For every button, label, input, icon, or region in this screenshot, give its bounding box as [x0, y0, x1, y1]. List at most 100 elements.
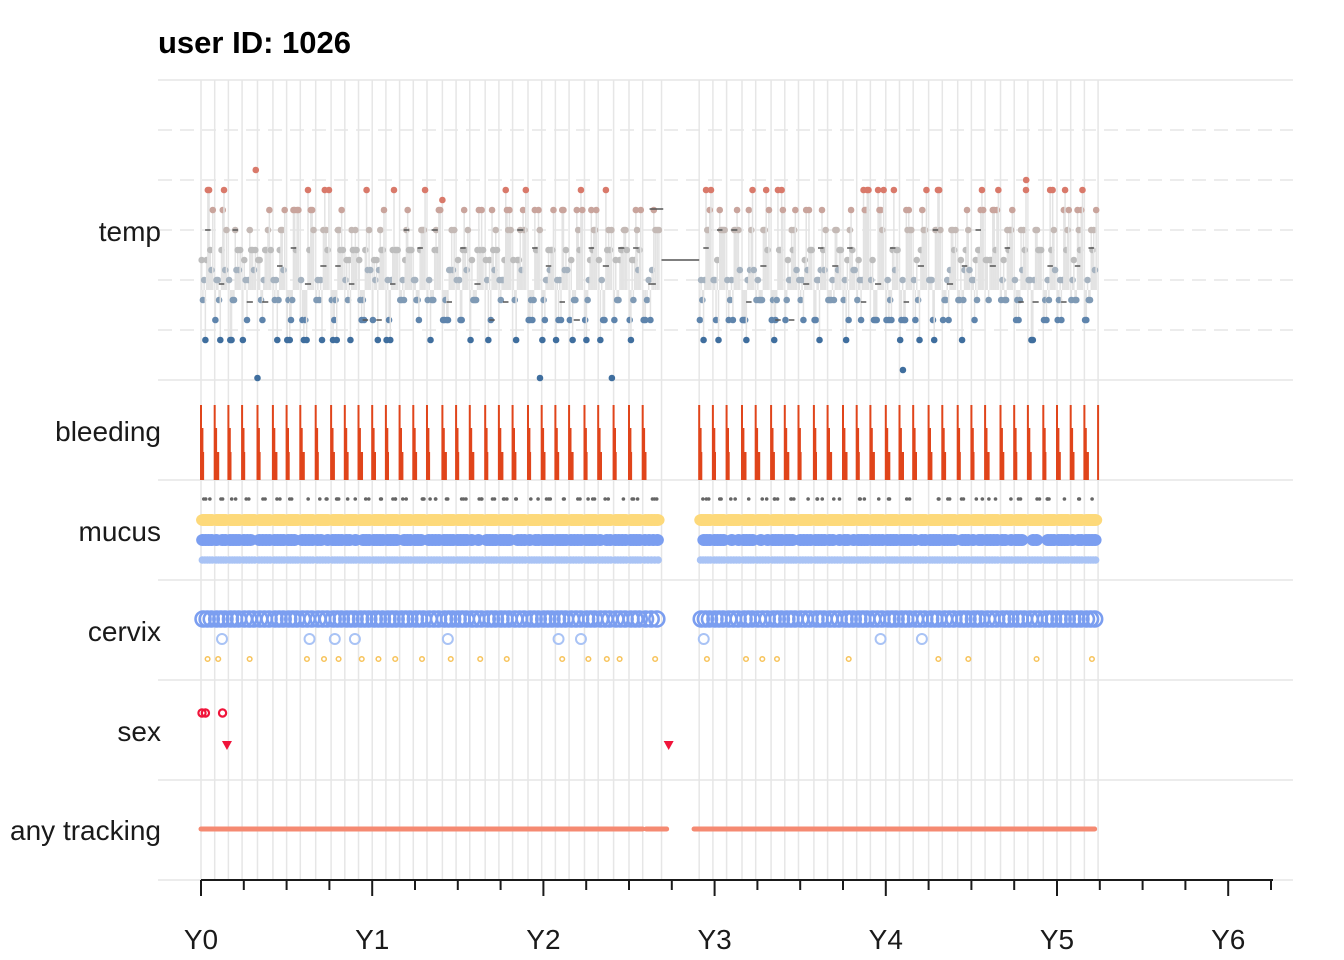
cervix-marker	[447, 655, 454, 663]
mucus-dot	[324, 497, 329, 501]
temp-point	[563, 266, 571, 274]
temp-point	[454, 256, 462, 264]
temp-point	[840, 296, 847, 304]
temp-point	[535, 206, 542, 214]
chart-title: user ID: 1026	[158, 25, 351, 60]
temp-point	[633, 226, 641, 234]
mucus-dot	[353, 497, 358, 501]
cervix-marker	[773, 655, 781, 663]
temp-point	[735, 226, 742, 234]
temp-point	[449, 266, 457, 274]
temp-point	[601, 316, 608, 324]
temp-point	[966, 266, 973, 274]
mucus-dot	[1090, 497, 1094, 501]
temp-point	[907, 226, 915, 234]
temp-point	[344, 296, 352, 304]
temp-point	[1020, 226, 1027, 234]
temp-point	[1091, 266, 1099, 274]
temp-point	[821, 266, 828, 274]
temp-point	[647, 316, 654, 324]
temp-point	[380, 206, 388, 214]
temp-point	[272, 276, 280, 284]
temp-point	[805, 206, 813, 214]
temp-point	[325, 186, 333, 194]
mucus-dot	[1037, 497, 1042, 501]
temp-point	[332, 296, 339, 304]
temp-point	[540, 296, 547, 304]
cervix-marker	[574, 633, 587, 645]
temp-point	[1033, 226, 1041, 234]
temp-point	[829, 276, 836, 284]
temp-point	[622, 226, 629, 234]
temp-point	[404, 206, 411, 214]
temp-point	[758, 296, 766, 304]
temp-point	[854, 296, 861, 304]
cervix-marker	[874, 633, 887, 645]
cervix-marker	[915, 633, 928, 645]
mucus-dot	[208, 497, 212, 501]
temp-point	[225, 276, 233, 284]
cervix-marker	[418, 655, 426, 663]
temp-point	[581, 316, 589, 324]
mucus-dot	[1015, 534, 1029, 546]
temp-point	[995, 186, 1002, 194]
temp-point	[592, 206, 600, 214]
temp-point	[330, 316, 338, 324]
temp-point	[569, 336, 576, 344]
temp-point	[366, 266, 374, 274]
temp-point	[214, 276, 222, 284]
temp-point	[286, 336, 294, 344]
temp-point	[552, 336, 560, 344]
temp-point	[1070, 256, 1078, 264]
mucus-dot	[505, 497, 509, 501]
temp-point	[716, 206, 724, 214]
temp-point	[386, 336, 394, 344]
cervix-marker	[359, 610, 378, 628]
mucus-dot	[275, 497, 279, 501]
x-axis: Y0 Y1 Y2 Y3 Y4 Y5 Y6	[184, 879, 1273, 955]
mucus-dot	[445, 497, 450, 501]
temp-point	[964, 226, 972, 234]
temp-point	[712, 316, 720, 324]
mucus-dot	[980, 497, 985, 501]
mucus-dot	[792, 497, 796, 501]
temp-point	[918, 206, 926, 214]
mucus-dot	[772, 497, 777, 501]
temp-point	[963, 206, 971, 214]
temp-point	[400, 296, 408, 304]
temp-point	[205, 186, 213, 194]
temp-point	[560, 206, 567, 214]
mucus-dot	[1091, 556, 1100, 564]
temp-point	[591, 226, 599, 234]
temp-point	[353, 246, 360, 254]
temp-point	[408, 246, 415, 254]
temp-point	[308, 206, 316, 214]
mucus-dot	[586, 497, 590, 501]
temp-point	[217, 336, 224, 344]
temp-point	[207, 246, 214, 254]
temp-point	[890, 186, 898, 194]
temp-point	[385, 316, 393, 324]
mucus-dot	[650, 534, 664, 546]
cervix-marker	[375, 655, 382, 663]
temp-point	[506, 206, 513, 214]
cervix-marker	[1085, 610, 1104, 628]
cervix-marker	[616, 655, 623, 663]
mucus-dot	[529, 497, 533, 501]
temp-point	[814, 276, 822, 284]
mucus-dot	[479, 497, 483, 501]
cervix-marker	[443, 610, 462, 628]
temp-point	[700, 336, 707, 344]
temp-point	[818, 206, 826, 214]
temp-point	[762, 186, 770, 194]
temp-point	[200, 276, 208, 284]
temp-point	[842, 336, 850, 344]
temp-point	[972, 256, 980, 264]
temp-point	[230, 296, 238, 304]
mucus-dot	[630, 497, 634, 501]
temp-point	[444, 316, 452, 324]
temp-point	[450, 226, 458, 234]
sex-marker	[197, 708, 207, 718]
mucus-dot	[576, 497, 580, 501]
temp-point	[256, 256, 263, 264]
